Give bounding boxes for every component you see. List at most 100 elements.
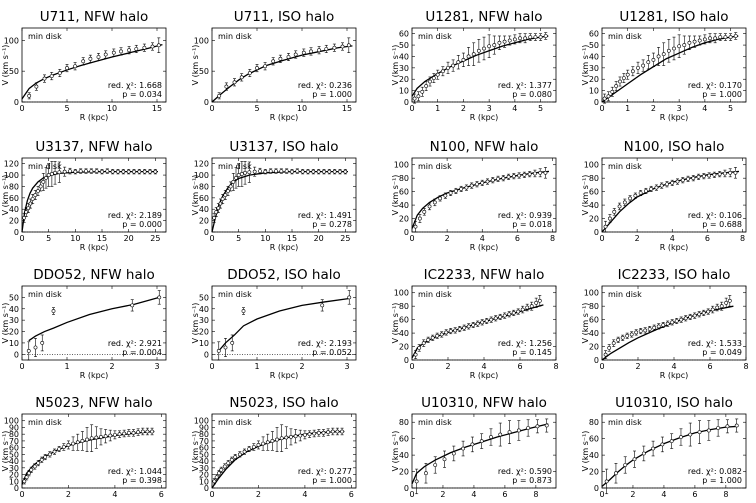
data-point — [520, 307, 525, 312]
data-point — [517, 173, 522, 178]
x-tick-label: 0 — [19, 234, 24, 243]
data-point — [137, 169, 142, 174]
y-tick-label: 20 — [9, 471, 19, 480]
data-point — [46, 173, 51, 177]
data-point — [105, 169, 110, 173]
data-point — [335, 429, 340, 434]
data-point — [498, 315, 503, 319]
p-value-label: p = 0.034 — [122, 90, 162, 99]
data-point — [701, 311, 706, 315]
disk-annotation: min disk — [28, 290, 62, 299]
data-point — [621, 76, 626, 80]
y-tick-label: 0 — [404, 484, 409, 493]
data-point — [57, 447, 62, 451]
y-tick-label: 90 — [9, 423, 19, 432]
data-point — [683, 316, 688, 321]
y-tick-label: 60 — [589, 30, 599, 39]
y-tick-label: 60 — [399, 435, 409, 444]
data-point — [734, 423, 739, 428]
data-point — [293, 434, 298, 439]
data-point — [96, 55, 101, 59]
data-point — [728, 170, 733, 175]
data-point — [100, 169, 104, 174]
data-point — [534, 300, 539, 305]
y-tick-label: 100 — [194, 36, 209, 45]
data-point — [727, 298, 732, 303]
data-point — [489, 435, 493, 439]
data-point — [442, 457, 447, 462]
data-point — [230, 341, 235, 345]
x-tick-label: 6 — [517, 362, 522, 371]
data-point — [459, 187, 464, 191]
y-axis-label: V (km s⁻¹) — [191, 431, 200, 472]
data-point — [433, 463, 438, 467]
panel-title: U10310, NFW halo — [421, 395, 547, 411]
data-point — [94, 435, 99, 440]
data-point — [675, 179, 680, 184]
data-point — [606, 94, 611, 99]
data-point — [312, 431, 317, 436]
data-point — [214, 210, 219, 214]
panel-title: U1281, ISO halo — [619, 9, 728, 25]
data-point — [692, 39, 697, 44]
data-point — [464, 185, 469, 190]
data-point — [641, 451, 646, 456]
data-point — [136, 430, 141, 435]
data-point — [338, 169, 342, 174]
data-point — [239, 75, 244, 80]
data-point — [625, 333, 630, 338]
y-tick-label: 50 — [399, 41, 409, 50]
y-tick-label: 40 — [399, 451, 409, 460]
panel-title: N100, ISO halo — [624, 139, 725, 155]
data-point — [527, 172, 532, 177]
data-point — [416, 94, 421, 99]
y-tick-label: 20 — [9, 217, 19, 226]
data-point — [651, 57, 656, 62]
data-point — [432, 200, 437, 205]
x-tick-label: 4 — [112, 490, 117, 499]
data-point — [614, 84, 619, 88]
data-point — [413, 352, 418, 357]
data-point — [654, 185, 659, 190]
data-point — [116, 169, 120, 174]
x-axis-label: R (kpc) — [660, 113, 688, 122]
data-point — [229, 457, 234, 462]
x-tick-label: 4 — [471, 490, 476, 499]
data-point — [80, 439, 85, 443]
data-point — [340, 429, 344, 434]
x-tick-label: 5 — [254, 104, 259, 113]
y-tick-label: 60 — [9, 444, 19, 453]
disk-annotation: min disk — [28, 162, 62, 171]
disk-annotation: min disk — [218, 418, 252, 427]
data-point — [306, 169, 310, 174]
data-point — [660, 442, 665, 447]
plot-frame — [601, 157, 747, 233]
y-tick-label: 100 — [194, 417, 209, 426]
data-point — [263, 169, 268, 174]
x-tick-label: 6 — [502, 490, 507, 499]
data-point — [435, 333, 440, 338]
y-tick-label: 10 — [199, 477, 209, 486]
data-point — [142, 45, 147, 50]
y-tick-label: 0 — [404, 98, 409, 107]
data-point — [723, 35, 728, 40]
data-point — [316, 169, 321, 174]
data-point — [528, 35, 533, 40]
data-point — [84, 169, 88, 173]
data-point — [226, 461, 231, 466]
data-point — [670, 180, 675, 185]
panel-1: U711, ISO halo 0 5 10 15 0 50 100 R (kpc) V (km s… — [191, 9, 357, 122]
y-axis-label: V (km s⁻¹) — [391, 45, 400, 86]
y-tick-label: 0 — [594, 356, 599, 365]
y-tick-label: 40 — [399, 52, 409, 61]
data-point — [326, 430, 331, 435]
data-point — [630, 69, 635, 74]
y-tick-label: 50 — [199, 450, 209, 459]
data-point — [279, 436, 284, 441]
y-tick-label: 30 — [199, 316, 209, 325]
y-axis-label: V (km s⁻¹) — [191, 45, 200, 86]
data-point — [307, 432, 312, 437]
